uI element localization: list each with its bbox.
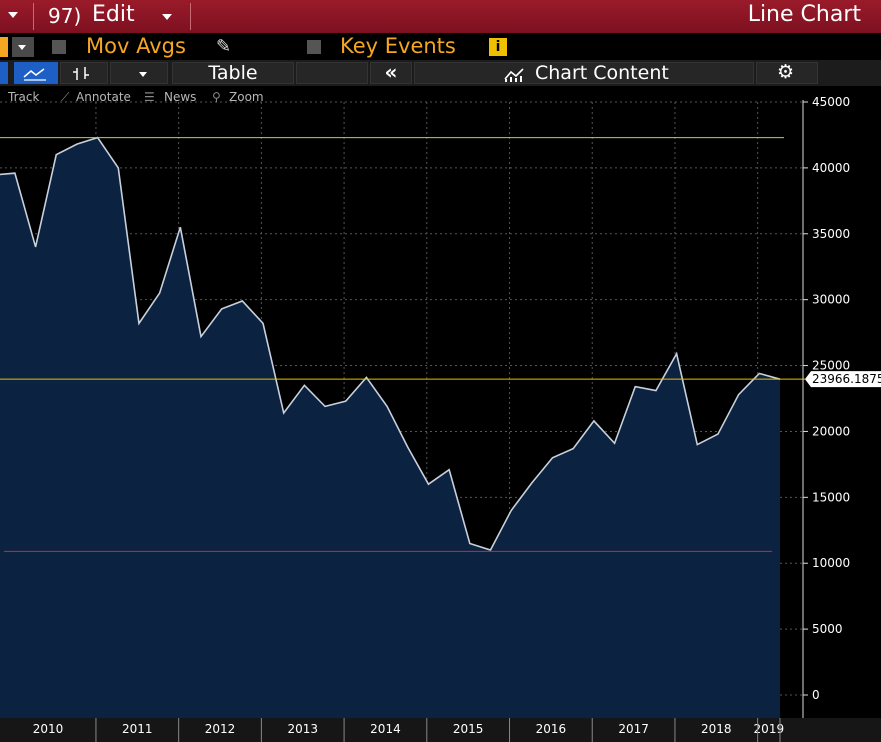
news-icon[interactable]: ☰ bbox=[144, 90, 155, 104]
x-tick-label: 2011 bbox=[122, 722, 153, 736]
y-tick-label: 25000 bbox=[812, 359, 850, 373]
bar-chart-type-button[interactable] bbox=[60, 62, 108, 84]
chart-tools: Track ⟋ Annotate ☰ News ⚲ Zoom bbox=[0, 86, 800, 108]
x-tick-label: 2018 bbox=[701, 722, 732, 736]
edit-menu[interactable]: Edit bbox=[92, 2, 135, 27]
line-chart-icon bbox=[23, 68, 46, 81]
divider bbox=[190, 3, 191, 30]
x-tick-label: 2015 bbox=[453, 722, 484, 736]
y-tick-label: 35000 bbox=[812, 227, 850, 241]
y-tick-label: 30000 bbox=[812, 293, 850, 307]
ohlc-icon bbox=[73, 67, 89, 80]
chart-content-icon bbox=[504, 68, 524, 82]
chart-content-button[interactable]: Chart Content bbox=[414, 62, 754, 84]
annotate-tool[interactable]: Annotate bbox=[76, 90, 131, 104]
gear-icon: ⚙ bbox=[777, 61, 795, 83]
line-chart-button[interactable] bbox=[0, 62, 8, 84]
mov-avgs-checkbox[interactable] bbox=[52, 40, 66, 54]
menu-code: 97) bbox=[48, 4, 82, 28]
key-events-checkbox[interactable] bbox=[307, 40, 321, 54]
last-value-tag: 23966.1875 bbox=[805, 371, 881, 388]
y-tick-label: 40000 bbox=[812, 161, 850, 175]
collapse-button[interactable]: « bbox=[370, 62, 412, 84]
zoom-icon[interactable]: ⚲ bbox=[212, 90, 221, 104]
chevron-down-icon bbox=[18, 45, 26, 50]
last-value-label: 23966.1875 bbox=[812, 372, 881, 386]
y-tick-label: 45000 bbox=[812, 95, 850, 109]
annotate-icon[interactable]: ⟋ bbox=[61, 90, 70, 104]
x-tick-label: 2016 bbox=[536, 722, 567, 736]
chart-toolbar: Table « Chart Content ⚙ bbox=[0, 60, 881, 86]
pencil-icon[interactable]: ✎ bbox=[216, 36, 232, 57]
chevron-down-icon bbox=[139, 72, 147, 77]
news-tool[interactable]: News bbox=[164, 90, 197, 104]
zoom-tool[interactable]: Zoom bbox=[229, 90, 264, 104]
orange-tab[interactable] bbox=[0, 37, 8, 57]
mov-avgs-label[interactable]: Mov Avgs bbox=[86, 34, 186, 58]
line-chart-type-button[interactable] bbox=[14, 62, 58, 84]
table-label: Table bbox=[208, 62, 258, 84]
y-axis: 0 5000 10000 15000 20000 25000 30000 35000 40000… bbox=[803, 95, 850, 702]
x-tick-label: 2019 bbox=[754, 722, 785, 736]
window-title: Line Chart bbox=[747, 2, 861, 27]
x-tick-label: 2010 bbox=[33, 722, 64, 736]
x-tick-label: 2017 bbox=[618, 722, 649, 736]
dropdown-arrow-icon[interactable] bbox=[8, 12, 18, 18]
y-tick-label: 20000 bbox=[812, 424, 850, 438]
options-bar: Mov Avgs ✎ Key Events i bbox=[0, 33, 881, 60]
chart-content-label: Chart Content bbox=[535, 62, 669, 84]
table-button[interactable]: Table bbox=[172, 62, 294, 84]
spacer-button bbox=[296, 62, 368, 84]
settings-button[interactable]: ⚙ bbox=[756, 61, 818, 84]
key-events-label[interactable]: Key Events bbox=[340, 34, 456, 58]
x-tick-label: 2014 bbox=[370, 722, 401, 736]
info-icon[interactable]: i bbox=[489, 38, 507, 56]
chart[interactable]: 0 5000 10000 15000 20000 25000 30000 35000 40000… bbox=[0, 86, 881, 742]
x-tick-label: 2013 bbox=[287, 722, 318, 736]
track-tool[interactable]: Track bbox=[8, 90, 40, 104]
collapse-label: « bbox=[384, 60, 398, 84]
chart-type-dropdown[interactable] bbox=[110, 62, 168, 84]
y-tick-label: 0 bbox=[812, 688, 820, 702]
title-bar: 97) Edit Line Chart bbox=[0, 0, 881, 33]
y-tick-label: 15000 bbox=[812, 490, 850, 504]
price-line bbox=[0, 136, 781, 552]
x-tick-label: 2012 bbox=[205, 722, 236, 736]
x-axis: 2010 2011 2012 2013 2014 2015 2016 2017 2018 2019 bbox=[33, 718, 784, 742]
y-tick-label: 5000 bbox=[812, 622, 843, 636]
divider bbox=[33, 3, 34, 30]
x-axis-band bbox=[0, 718, 881, 742]
options-dropdown-button[interactable] bbox=[12, 37, 34, 57]
price-area bbox=[0, 137, 780, 718]
edit-chevron-down-icon[interactable] bbox=[162, 14, 172, 20]
y-tick-label: 10000 bbox=[812, 556, 850, 570]
